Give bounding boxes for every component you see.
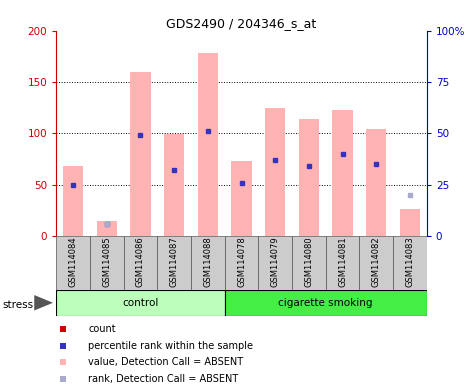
Bar	[359, 236, 393, 290]
Bar	[157, 236, 191, 290]
Text: GSM114082: GSM114082	[372, 237, 381, 287]
Polygon shape	[34, 295, 53, 311]
Bar	[231, 161, 252, 236]
Bar	[393, 236, 427, 290]
Bar	[292, 236, 326, 290]
Bar	[225, 236, 258, 290]
Bar	[56, 236, 90, 290]
Bar	[124, 236, 157, 290]
Text: rank, Detection Call = ABSENT: rank, Detection Call = ABSENT	[88, 374, 238, 384]
Bar	[97, 221, 117, 236]
Text: GSM114081: GSM114081	[338, 237, 347, 287]
Bar	[225, 290, 427, 316]
Bar	[164, 134, 184, 236]
Text: GSM114084: GSM114084	[68, 237, 78, 287]
Text: value, Detection Call = ABSENT: value, Detection Call = ABSENT	[88, 358, 243, 367]
Text: GSM114086: GSM114086	[136, 237, 145, 287]
Bar	[90, 236, 124, 290]
Bar	[63, 166, 83, 236]
Bar	[191, 236, 225, 290]
Bar	[56, 290, 225, 316]
Text: GSM114078: GSM114078	[237, 237, 246, 287]
Title: GDS2490 / 204346_s_at: GDS2490 / 204346_s_at	[166, 17, 317, 30]
Bar	[265, 108, 285, 236]
Text: GSM114088: GSM114088	[204, 237, 212, 287]
Text: GSM114085: GSM114085	[102, 237, 111, 287]
Bar	[198, 53, 218, 236]
Bar	[299, 119, 319, 236]
Text: control: control	[122, 298, 159, 308]
Bar	[326, 236, 359, 290]
Text: GSM114079: GSM114079	[271, 237, 280, 287]
Text: GSM114087: GSM114087	[170, 237, 179, 287]
Text: percentile rank within the sample: percentile rank within the sample	[88, 341, 253, 351]
Bar	[258, 236, 292, 290]
Bar	[333, 110, 353, 236]
Text: GSM114080: GSM114080	[304, 237, 313, 287]
Bar	[366, 129, 386, 236]
Text: cigarette smoking: cigarette smoking	[279, 298, 373, 308]
Bar	[400, 209, 420, 236]
Text: stress: stress	[2, 300, 33, 310]
Bar	[130, 72, 151, 236]
Text: GSM114083: GSM114083	[405, 237, 415, 287]
Text: count: count	[88, 324, 116, 334]
